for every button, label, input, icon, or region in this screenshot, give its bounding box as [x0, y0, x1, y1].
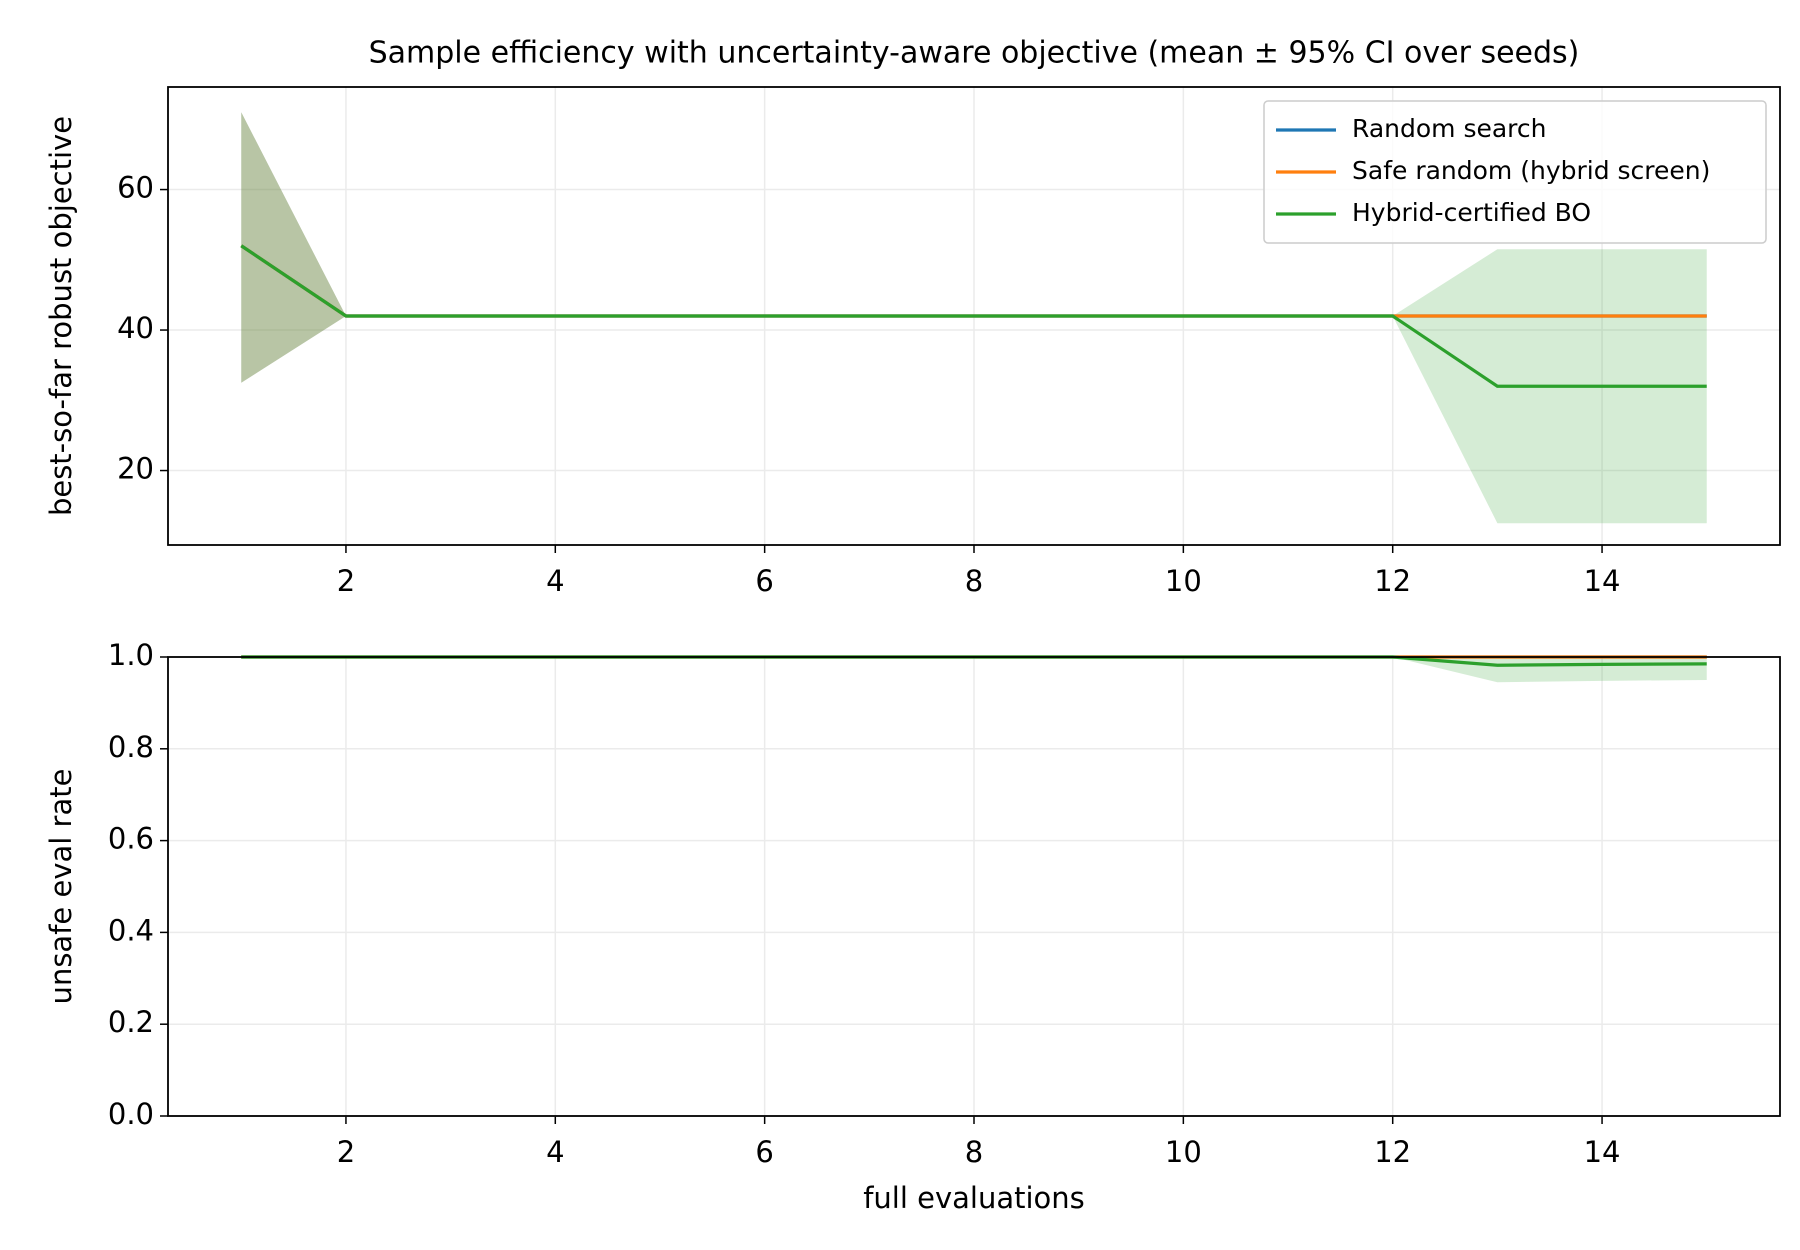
y-tick-label: 0.0 — [108, 1097, 154, 1131]
axes-frame — [167, 86, 1781, 546]
y-axis-label: best-so-far robust objective — [44, 116, 78, 516]
x-tick-label: 10 — [1165, 564, 1202, 598]
y-tick-label: 20 — [117, 452, 154, 486]
x-tick-label: 2 — [337, 564, 355, 598]
y-tick-label: 1.0 — [108, 638, 154, 672]
x-tick-label: 14 — [1584, 1135, 1621, 1169]
y-tick-label: 0.4 — [108, 913, 154, 947]
x-tick-label: 4 — [546, 1135, 564, 1169]
legend: Random search Safe random (hybrid screen)… — [1263, 100, 1767, 244]
legend-box — [1263, 100, 1767, 244]
y-tick-label: 0.8 — [108, 730, 154, 764]
y-tick-label: 0.6 — [108, 822, 154, 856]
legend-label: Safe random (hybrid screen) — [1352, 156, 1710, 185]
y-tick-label: 0.2 — [108, 1005, 154, 1039]
subplot: Sample efficiency with uncertainty-aware… — [44, 36, 1781, 598]
series-line — [240, 244, 1707, 388]
x-tick-label: 8 — [965, 1135, 983, 1169]
x-axis-label: full evaluations — [863, 1181, 1085, 1215]
axes-frame — [167, 656, 1781, 1117]
x-tick-label: 6 — [755, 1135, 773, 1169]
legend-label: Hybrid-certified BO — [1352, 198, 1591, 227]
x-tick-label: 12 — [1374, 564, 1411, 598]
x-tick-label: 10 — [1165, 1135, 1202, 1169]
plot-area — [240, 112, 1707, 524]
x-tick-label: 14 — [1584, 564, 1621, 598]
chart-title: Sample efficiency with uncertainty-aware… — [369, 36, 1580, 71]
x-tick-label: 12 — [1374, 1135, 1411, 1169]
subplot: unsafe eval rate full evaluations 2 4 6 8 10 12… — [44, 638, 1781, 1215]
confidence-band — [241, 112, 1707, 524]
x-tick-label: 6 — [755, 564, 773, 598]
x-tick-label: 8 — [965, 564, 983, 598]
confidence-band — [241, 657, 1707, 683]
y-tick-label: 60 — [117, 171, 154, 205]
y-tick-label: 40 — [117, 311, 154, 345]
x-tick-label: 4 — [546, 564, 564, 598]
legend-label: Random search — [1352, 114, 1547, 143]
x-tick-label: 2 — [337, 1135, 355, 1169]
y-axis-label: unsafe eval rate — [44, 769, 78, 1005]
